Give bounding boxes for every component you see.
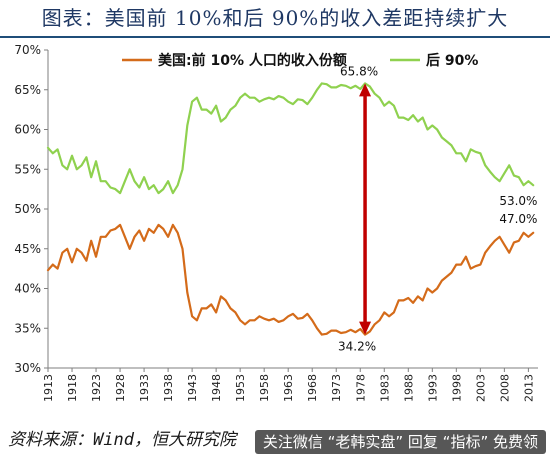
legend-item-top10-label: 美国:前 10% 人口的收入份额 [158,52,347,69]
arrow-head-top [359,83,372,97]
y-tick-label: 45% [14,242,41,256]
x-tick-label: 1968 [306,374,319,402]
y-tick-label: 65% [14,83,41,97]
chart-title: 图表：美国前 10%和后 90%的收入差距持续扩大 [0,0,550,36]
x-axis: 1913 1918 1923 1928 1933 1938 1943 1948 1953 1958… [42,367,538,402]
data-label: 65.8% [340,64,378,78]
data-label: 47.0% [499,212,537,226]
y-tick-label: 55% [14,162,41,176]
arrow-head-bottom [359,321,372,335]
series-group [46,82,535,336]
legend-item-bottom90-label: 后 90% [426,52,478,69]
series-line-bottom90 [46,82,535,195]
x-tick-label: 1978 [354,374,367,402]
annotation-group: 65.8% 34.2% 53.0% 47.0% [338,64,537,353]
x-tick-label: 2013 [522,374,535,402]
x-tick-label: 1948 [210,374,223,402]
x-tick-label: 1938 [162,374,175,402]
y-axis: 30% 35% 40% 45% 50% 55% 60% 65% 70% [14,43,49,375]
x-tick-label: 1963 [282,374,295,402]
x-tick-label: 1913 [42,374,55,402]
series-line-top10 [46,223,535,336]
watermark-banner: 关注微信 “老韩实盘” 回复 “指标” 免费领 [254,430,546,454]
title-divider [0,36,550,38]
x-tick-label: 1923 [90,374,103,402]
y-tick-label: 50% [14,202,41,216]
x-tick-label: 1993 [426,374,439,402]
data-label: 34.2% [338,340,376,354]
y-tick-label: 30% [14,361,41,375]
x-tick-label: 2008 [498,374,511,402]
x-tick-label: 1943 [186,374,199,402]
x-tick-label: 1973 [330,374,343,402]
y-tick-label: 60% [14,123,41,137]
line-chart: 30% 35% 40% 45% 50% 55% 60% 65% 70% 1913 1918 1923… [14,43,538,402]
x-tick-label: 1953 [234,374,247,402]
x-tick-label: 1998 [450,374,463,402]
arrow-group [359,83,372,335]
x-tick-label: 1988 [402,374,415,402]
x-tick-label: 1933 [138,374,151,402]
y-tick-label: 40% [14,282,41,296]
data-label: 53.0% [499,194,537,208]
x-tick-label: 1983 [378,374,391,402]
y-tick-label: 35% [14,321,41,335]
source-note: 资料来源：Wind，恒大研究院 [8,430,236,450]
x-tick-label: 1958 [258,374,271,402]
x-tick-label: 2003 [474,374,487,402]
y-tick-label: 70% [14,43,41,57]
x-tick-label: 1928 [114,374,127,402]
legend: 美国:前 10% 人口的收入份额 后 90% [122,52,478,69]
x-tick-label: 1918 [66,374,79,402]
